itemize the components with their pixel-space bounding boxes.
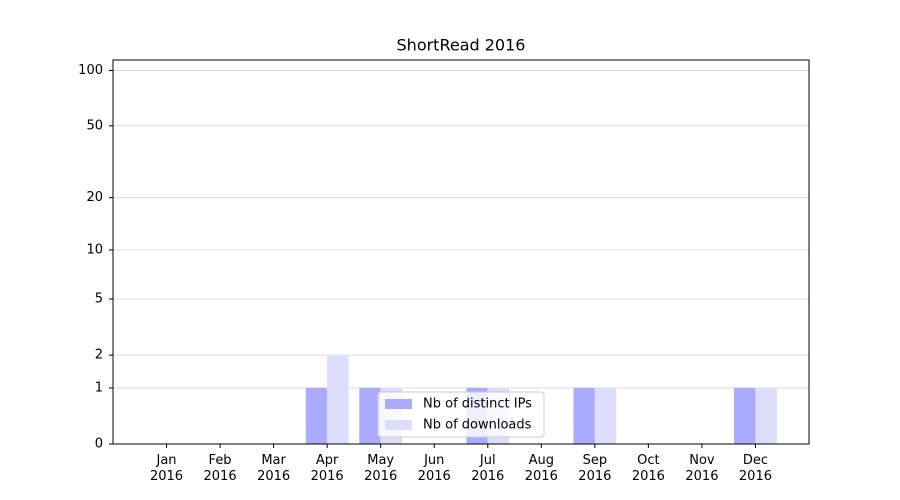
legend-swatch <box>385 420 412 430</box>
y-tick-label: 20 <box>86 190 103 205</box>
y-tick-label: 5 <box>95 291 103 306</box>
legend-box <box>377 391 545 438</box>
bar <box>594 387 617 444</box>
y-tick-label: 100 <box>78 63 103 78</box>
y-tick-label: 10 <box>86 242 103 257</box>
legend: Nb of distinct IPs Nb of downloads <box>377 391 545 438</box>
y-tick-label: 2 <box>95 348 103 363</box>
x-tick-label: Apr 2016 <box>310 453 344 484</box>
x-tick-label: Jul 2016 <box>471 453 505 484</box>
x-tick-label: Jan 2016 <box>149 453 184 484</box>
x-tick-label: Sep 2016 <box>578 453 612 484</box>
bar <box>327 355 349 444</box>
legend-swatch <box>385 399 412 409</box>
y-tick-label: 0 <box>95 437 103 452</box>
chart-title: ShortRead 2016 <box>397 36 526 55</box>
legend-label: Nb of distinct IPs <box>423 397 532 412</box>
bar <box>305 387 328 444</box>
bar <box>755 387 777 444</box>
legend-label: Nb of downloads <box>423 418 532 433</box>
y-tick-label: 50 <box>86 118 103 133</box>
bar <box>734 387 756 444</box>
plot-frame <box>112 59 810 445</box>
grid <box>113 70 809 445</box>
x-tick-label: Feb 2016 <box>203 453 237 484</box>
x-tick-label: Dec 2016 <box>738 453 772 484</box>
x-tick-label: Nov 2016 <box>685 453 719 484</box>
bar <box>573 387 595 444</box>
x-tick-label: Oct 2016 <box>631 453 665 484</box>
x-tick-label: Mar 2016 <box>257 453 291 484</box>
y-tick-label: 1 <box>95 380 103 395</box>
x-tick-label: May 2016 <box>364 453 398 484</box>
x-tick-label: Jun 2016 <box>417 453 451 484</box>
x-tick-label: Aug 2016 <box>524 453 558 484</box>
bar <box>359 387 381 444</box>
